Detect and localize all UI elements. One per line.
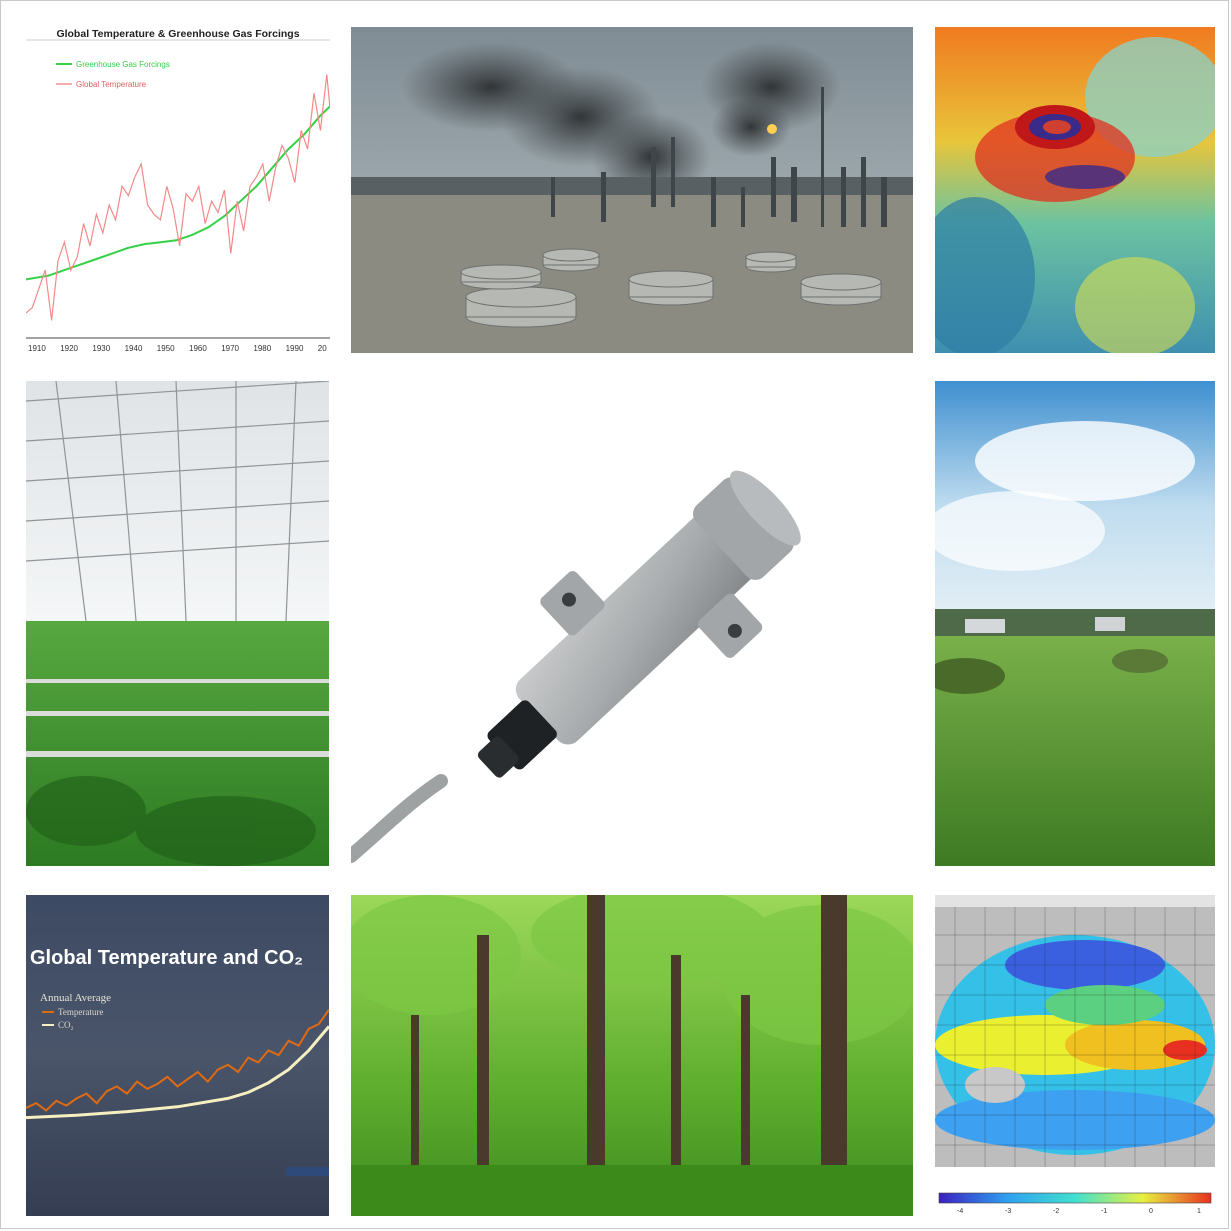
co2-sensor-photo — [351, 381, 913, 866]
x-tick-label: 1960 — [189, 344, 207, 353]
colorbar-tick: -3 — [1005, 1208, 1011, 1215]
colorbar-tick: -4 — [957, 1208, 963, 1215]
global-temperature-line — [26, 74, 330, 321]
forest-image — [351, 895, 913, 1216]
refinery-photo — [351, 27, 913, 353]
temperature-line — [26, 1009, 329, 1112]
legend-label-co2: CO₂ — [58, 1020, 74, 1030]
x-tick-label: 20 — [318, 344, 327, 353]
colorbar — [938, 1192, 1212, 1204]
temperature-ghg-chart: Global Temperature & Greenhouse Gas Forc… — [26, 26, 330, 353]
x-tick-label: 1970 — [221, 344, 239, 353]
chart-title: Global Temperature & Greenhouse Gas Forc… — [56, 28, 300, 40]
ocean-map-image: -4 -3 -2 -1 0 1 — [935, 895, 1215, 1215]
chart-title: Global Temperature and CO₂ — [30, 947, 304, 969]
refinery-image — [351, 27, 913, 353]
greenhouse-image — [26, 381, 329, 866]
temperature-co2-chart: Annual Average Temperature CO₂ Global Te… — [26, 895, 329, 1216]
x-tick-label: 1990 — [286, 344, 304, 353]
forest-photo — [351, 895, 913, 1216]
x-tick-label: 1920 — [60, 344, 78, 353]
colorbar-tick: -1 — [1101, 1208, 1107, 1215]
x-tick-labels: 1910 1920 1930 1940 1950 1960 1970 1980 1990 20 — [28, 344, 327, 353]
ocean-co2-map: -4 -3 -2 -1 0 1 — [935, 895, 1215, 1216]
rice-field-photo — [935, 381, 1215, 866]
colorbar-tick: 1 — [1197, 1208, 1201, 1215]
x-tick-label: 1930 — [92, 344, 110, 353]
chart-plot: Annual Average Temperature CO₂ — [26, 895, 329, 1216]
x-tick-label: 1950 — [157, 344, 175, 353]
sensor-image — [351, 470, 801, 863]
greenhouse-photo — [26, 381, 329, 866]
rice-field-image — [935, 381, 1215, 866]
series-group — [26, 74, 330, 321]
ghg-forcings-line — [26, 105, 330, 281]
chart-plot: Greenhouse Gas Forcings Global Temperatu… — [26, 39, 330, 353]
legend-label-ghg: Greenhouse Gas Forcings — [76, 60, 170, 69]
legend-label-temperature: Temperature — [58, 1007, 103, 1017]
watermark-badge — [286, 1167, 329, 1176]
series-group — [26, 1009, 329, 1120]
co2-line — [26, 1025, 329, 1120]
chart-subtitle: Annual Average — [40, 992, 111, 1004]
x-tick-label: 1910 — [28, 344, 46, 353]
x-tick-label: 1940 — [125, 344, 143, 353]
colorbar-tick: 0 — [1149, 1208, 1153, 1215]
legend-label-temp: Global Temperature — [76, 80, 147, 89]
colorbar-tick: -2 — [1053, 1208, 1059, 1215]
x-tick-label: 1980 — [253, 344, 271, 353]
hurricane-heatmap — [935, 27, 1215, 353]
colorbar-tick-labels: -4 -3 -2 -1 0 1 — [957, 1208, 1201, 1215]
hurricane-image — [935, 27, 1215, 353]
